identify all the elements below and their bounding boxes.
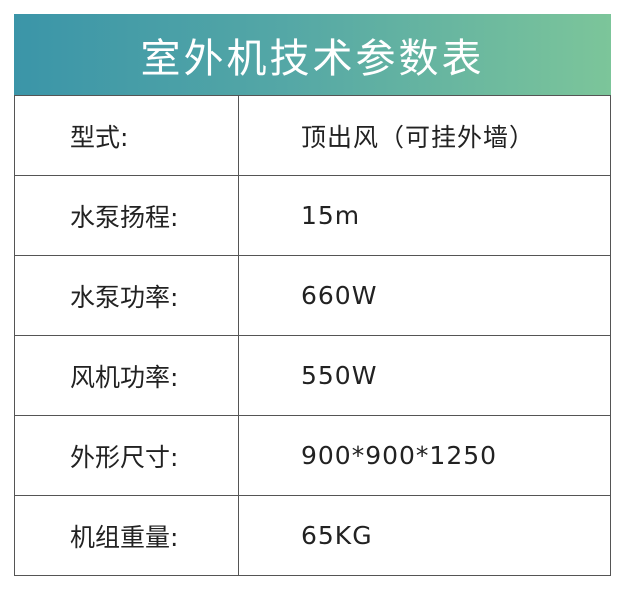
spec-value: 15m [238, 175, 611, 256]
spec-table-container: 室外机技术参数表 型式: 顶出风（可挂外墙） 水泵扬程: 15m 水泵功率: 660W 风机… [14, 14, 611, 576]
table-row: 型式: 顶出风（可挂外墙） [14, 95, 611, 176]
spec-value: 550W [238, 335, 611, 416]
table-row: 风机功率: 550W [14, 335, 611, 416]
spec-label: 水泵扬程: [14, 175, 239, 256]
spec-label: 风机功率: [14, 335, 239, 416]
spec-label: 型式: [14, 95, 239, 176]
table-row: 水泵扬程: 15m [14, 175, 611, 256]
table-title: 室外机技术参数表 [14, 14, 611, 95]
spec-label: 水泵功率: [14, 255, 239, 336]
spec-value: 900*900*1250 [238, 415, 611, 496]
spec-value: 660W [238, 255, 611, 336]
spec-label: 机组重量: [14, 495, 239, 576]
spec-table: 型式: 顶出风（可挂外墙） 水泵扬程: 15m 水泵功率: 660W 风机功率: 550W 外形… [14, 95, 611, 576]
table-row: 水泵功率: 660W [14, 255, 611, 336]
table-row: 机组重量: 65KG [14, 495, 611, 576]
spec-label: 外形尺寸: [14, 415, 239, 496]
spec-value: 65KG [238, 495, 611, 576]
spec-value: 顶出风（可挂外墙） [238, 95, 611, 176]
table-row: 外形尺寸: 900*900*1250 [14, 415, 611, 496]
